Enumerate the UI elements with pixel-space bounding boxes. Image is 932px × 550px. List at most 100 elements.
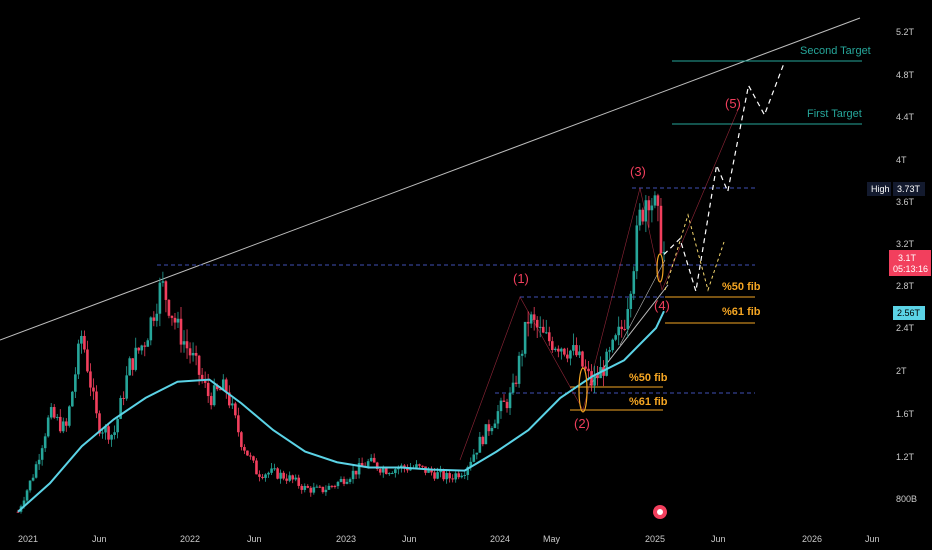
candle-body <box>523 321 527 354</box>
candle-body <box>221 379 225 391</box>
candle-body <box>345 481 349 484</box>
candle-body <box>58 416 62 432</box>
candle-body <box>487 424 491 432</box>
candle-body <box>212 385 216 406</box>
candle-body <box>406 467 409 471</box>
candle-body <box>650 205 654 211</box>
candle-body <box>596 375 599 379</box>
candle-body <box>71 391 74 407</box>
candle-body <box>294 477 298 480</box>
candle-body <box>590 371 593 386</box>
candle-body <box>155 313 159 321</box>
candle-body <box>116 418 119 433</box>
candle-body <box>451 478 454 480</box>
candles-group <box>16 191 666 514</box>
x-tick-label: 2021 <box>18 534 38 544</box>
candle-body <box>421 465 424 467</box>
alt-projection-path <box>664 213 725 292</box>
candle-body <box>149 317 153 341</box>
candle-body <box>635 225 639 272</box>
candle-body <box>46 417 50 437</box>
candle-body <box>185 341 189 349</box>
candle-body <box>240 432 243 448</box>
candle-body <box>662 251 666 254</box>
candle-body <box>312 487 316 493</box>
projection-path <box>663 64 785 292</box>
candle-body <box>55 416 59 418</box>
candle-body <box>40 448 44 460</box>
candle-body <box>218 389 222 391</box>
wave2-ellipse <box>578 367 588 413</box>
candle-body <box>656 195 660 206</box>
candle-body <box>77 343 80 375</box>
candle-body <box>285 478 288 481</box>
candle-body <box>255 460 258 475</box>
candle-body <box>203 379 207 383</box>
fib-upper-61-label: %61 fib <box>722 306 761 318</box>
candle-body <box>547 332 551 342</box>
candle-body <box>74 374 77 392</box>
candle-body <box>309 487 313 493</box>
candle-body <box>566 354 569 359</box>
candle-body <box>321 486 325 493</box>
high-tag: High <box>871 184 890 194</box>
candle-body <box>369 457 373 462</box>
candle-body <box>140 345 144 351</box>
candle-body <box>327 485 331 490</box>
ma-label-bg <box>893 306 925 320</box>
candle-body <box>110 434 113 440</box>
candle-body <box>454 473 457 480</box>
candle-body <box>445 473 448 480</box>
wave-label-4: (4) <box>654 298 670 313</box>
candle-body <box>249 455 252 457</box>
candle-body <box>659 205 663 254</box>
candle-body <box>511 382 515 393</box>
candle-body <box>375 462 379 470</box>
x-tick-label: Jun <box>247 534 262 544</box>
candle-body <box>505 401 509 409</box>
x-tick-label: 2022 <box>180 534 200 544</box>
candle-body <box>415 464 418 468</box>
candle-body <box>80 335 83 344</box>
y-axis: 5.2T 4.8T 4.4T 4T 3.6T 3.2T 2.8T 2.4T 2T 1.6T 1.2T… <box>896 27 917 504</box>
candle-body <box>261 476 264 478</box>
candle-body <box>107 426 110 440</box>
candle-body <box>297 477 301 486</box>
y-tick-label: 5.2T <box>896 27 915 37</box>
candle-body <box>472 454 476 462</box>
candle-body <box>333 485 337 487</box>
candle-body <box>403 465 406 468</box>
candle-body <box>22 500 26 507</box>
candle-body <box>279 472 282 479</box>
candle-body <box>581 351 584 367</box>
candle-body <box>134 347 138 370</box>
candle-body <box>557 348 560 352</box>
candle-body <box>626 309 630 330</box>
x-tick-label: May <box>543 534 561 544</box>
x-tick-label: 2026 <box>802 534 822 544</box>
y-tick-label: 2T <box>896 366 907 376</box>
candle-body <box>508 392 512 409</box>
candle-body <box>587 368 590 372</box>
candle-body <box>303 485 307 490</box>
candle-body <box>442 470 445 480</box>
candle-body <box>394 469 397 474</box>
candle-body <box>409 467 412 471</box>
candle-body <box>158 282 162 314</box>
x-axis: 2021 Jun 2022 Jun 2023 Jun 2024 May 2025 Jun 2026 J… <box>18 534 880 544</box>
candle-body <box>550 341 554 351</box>
candle-body <box>25 490 29 501</box>
resistance-trendline <box>0 17 861 341</box>
candle-body <box>605 351 608 376</box>
candle-body <box>575 345 578 356</box>
candle-body <box>620 326 624 329</box>
candle-body <box>493 423 497 428</box>
candle-body <box>517 355 521 384</box>
candle-body <box>86 349 89 372</box>
candle-body <box>387 473 391 475</box>
candle-body <box>466 466 470 475</box>
candle-body <box>237 415 240 433</box>
candle-body <box>252 456 255 461</box>
candle-body <box>560 348 563 352</box>
